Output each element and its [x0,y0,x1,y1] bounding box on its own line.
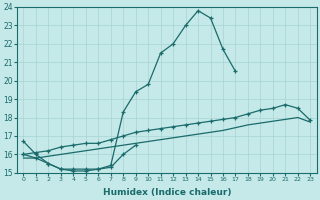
X-axis label: Humidex (Indice chaleur): Humidex (Indice chaleur) [103,188,231,197]
